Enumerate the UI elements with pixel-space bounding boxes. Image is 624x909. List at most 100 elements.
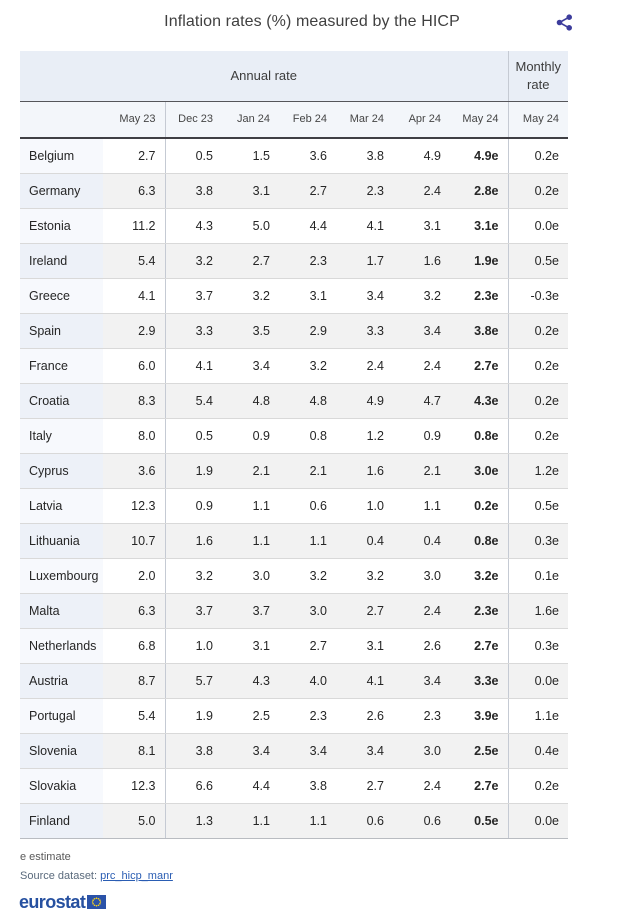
table-row: Croatia 8.3 5.4 4.8 4.8 4.9 4.7 4.3e 0.2e	[20, 383, 568, 419]
annual-value-cell: 11.2	[103, 208, 166, 244]
annual-value-cell: 4.0	[279, 663, 336, 699]
annual-value-cell: 1.2	[336, 418, 393, 454]
annual-value-cell: 2.1	[222, 453, 279, 489]
country-column-header	[20, 101, 103, 139]
annual-value-cell: 2.1	[393, 453, 450, 489]
annual-value-cell: 2.4	[393, 173, 450, 209]
annual-value-cell: 1.3	[165, 803, 222, 839]
annual-value-cell: 12.3	[103, 768, 166, 804]
annual-value-cell: 0.9	[165, 488, 222, 524]
table-row: Finland 5.0 1.3 1.1 1.1 0.6 0.6 0.5e 0.0e	[20, 803, 568, 839]
annual-value-cell: 4.9	[393, 138, 450, 174]
annual-latest-value-cell: 2.7e	[450, 628, 508, 664]
annual-value-cell: 2.7	[336, 768, 393, 804]
annual-value-cell: 3.1	[279, 278, 336, 314]
annual-value-cell: 2.7	[336, 593, 393, 629]
annual-value-cell: 2.0	[103, 558, 166, 594]
annual-value-cell: 3.7	[165, 278, 222, 314]
source-label: Source dataset:	[20, 869, 101, 882]
annual-value-cell: 2.9	[279, 313, 336, 349]
column-header-monthly-may24: May 24	[507, 101, 568, 139]
share-button[interactable]	[552, 10, 576, 34]
annual-value-cell: 2.4	[393, 593, 450, 629]
annual-value-cell: 8.1	[103, 733, 166, 769]
annual-value-cell: 0.9	[393, 418, 450, 454]
country-cell: Lithuania	[20, 523, 103, 559]
annual-value-cell: 3.1	[336, 628, 393, 664]
annual-latest-value-cell: 3.1e	[450, 208, 508, 244]
table-row: Slovenia 8.1 3.8 3.4 3.4 3.4 3.0 2.5e 0.4e	[20, 733, 568, 769]
table-row: Portugal 5.4 1.9 2.5 2.3 2.6 2.3 3.9e 1.1e	[20, 698, 568, 734]
annual-value-cell: 1.0	[165, 628, 222, 664]
annual-latest-value-cell: 4.9e	[450, 138, 508, 174]
share-icon	[556, 13, 572, 31]
annual-value-cell: 3.4	[222, 733, 279, 769]
annual-value-cell: 3.0	[393, 558, 450, 594]
country-cell: Cyprus	[20, 453, 103, 489]
annual-latest-value-cell: 4.3e	[450, 383, 508, 419]
country-cell: Austria	[20, 663, 103, 699]
annual-value-cell: 2.7	[222, 243, 279, 279]
annual-value-cell: 4.4	[222, 768, 279, 804]
annual-value-cell: 3.4	[222, 348, 279, 384]
annual-value-cell: 6.8	[103, 628, 166, 664]
column-header-row: May 23 Dec 23 Jan 24 Feb 24 Mar 24 Apr 2…	[20, 101, 568, 139]
column-header-apr24: Apr 24	[393, 101, 450, 139]
annual-value-cell: 1.6	[393, 243, 450, 279]
annual-value-cell: 2.6	[393, 628, 450, 664]
eurostat-logo: eurostat	[19, 893, 624, 909]
annual-value-cell: 5.4	[103, 243, 166, 279]
annual-value-cell: 0.4	[393, 523, 450, 559]
annual-value-cell: 1.1	[393, 488, 450, 524]
annual-value-cell: 1.9	[165, 453, 222, 489]
annual-value-cell: 2.4	[393, 768, 450, 804]
annual-value-cell: 1.6	[165, 523, 222, 559]
table-body: Belgium 2.7 0.5 1.5 3.6 3.8 4.9 4.9e 0.2e Germany…	[20, 138, 568, 839]
annual-value-cell: 4.1	[336, 663, 393, 699]
annual-value-cell: 5.4	[165, 383, 222, 419]
annual-value-cell: 2.7	[279, 173, 336, 209]
table-row: Latvia 12.3 0.9 1.1 0.6 1.0 1.1 0.2e 0.5e	[20, 488, 568, 524]
table-row: Slovakia 12.3 6.6 4.4 3.8 2.7 2.4 2.7e 0.2e	[20, 768, 568, 804]
annual-value-cell: 5.4	[103, 698, 166, 734]
monthly-value-cell: 0.5e	[507, 243, 568, 279]
table-row: Germany 6.3 3.8 3.1 2.7 2.3 2.4 2.8e 0.2e	[20, 173, 568, 209]
annual-value-cell: 1.7	[336, 243, 393, 279]
estimate-note: e estimate	[20, 850, 71, 863]
annual-value-cell: 5.0	[103, 803, 166, 839]
annual-value-cell: 3.6	[279, 138, 336, 174]
annual-value-cell: 3.5	[222, 313, 279, 349]
table-row: Greece 4.1 3.7 3.2 3.1 3.4 3.2 2.3e -0.3e	[20, 278, 568, 314]
annual-value-cell: 6.3	[103, 593, 166, 629]
annual-value-cell: 4.1	[336, 208, 393, 244]
annual-value-cell: 2.6	[336, 698, 393, 734]
country-cell: Luxembourg	[20, 558, 103, 594]
column-header-may23: May 23	[103, 101, 166, 139]
annual-value-cell: 3.2	[279, 348, 336, 384]
annual-value-cell: 1.1	[222, 488, 279, 524]
annual-value-cell: 12.3	[103, 488, 166, 524]
annual-value-cell: 4.3	[222, 663, 279, 699]
annual-rate-group-header: Annual rate	[20, 51, 508, 102]
country-cell: Greece	[20, 278, 103, 314]
annual-latest-value-cell: 3.2e	[450, 558, 508, 594]
annual-value-cell: 8.3	[103, 383, 166, 419]
annual-latest-value-cell: 0.8e	[450, 523, 508, 559]
column-header-may24: May 24	[450, 101, 508, 139]
annual-value-cell: 1.5	[222, 138, 279, 174]
monthly-value-cell: 0.2e	[507, 348, 568, 384]
country-cell: Malta	[20, 593, 103, 629]
country-cell: Croatia	[20, 383, 103, 419]
annual-value-cell: 3.2	[393, 278, 450, 314]
annual-value-cell: 3.2	[165, 243, 222, 279]
table-row: Spain 2.9 3.3 3.5 2.9 3.3 3.4 3.8e 0.2e	[20, 313, 568, 349]
annual-value-cell: 5.0	[222, 208, 279, 244]
source-dataset-link[interactable]: prc_hicp_manr	[100, 869, 173, 882]
monthly-value-cell: 0.0e	[507, 663, 568, 699]
table-row: Italy 8.0 0.5 0.9 0.8 1.2 0.9 0.8e 0.2e	[20, 418, 568, 454]
monthly-value-cell: -0.3e	[507, 278, 568, 314]
annual-value-cell: 4.8	[279, 383, 336, 419]
annual-value-cell: 4.9	[336, 383, 393, 419]
annual-value-cell: 4.4	[279, 208, 336, 244]
annual-value-cell: 4.1	[103, 278, 166, 314]
